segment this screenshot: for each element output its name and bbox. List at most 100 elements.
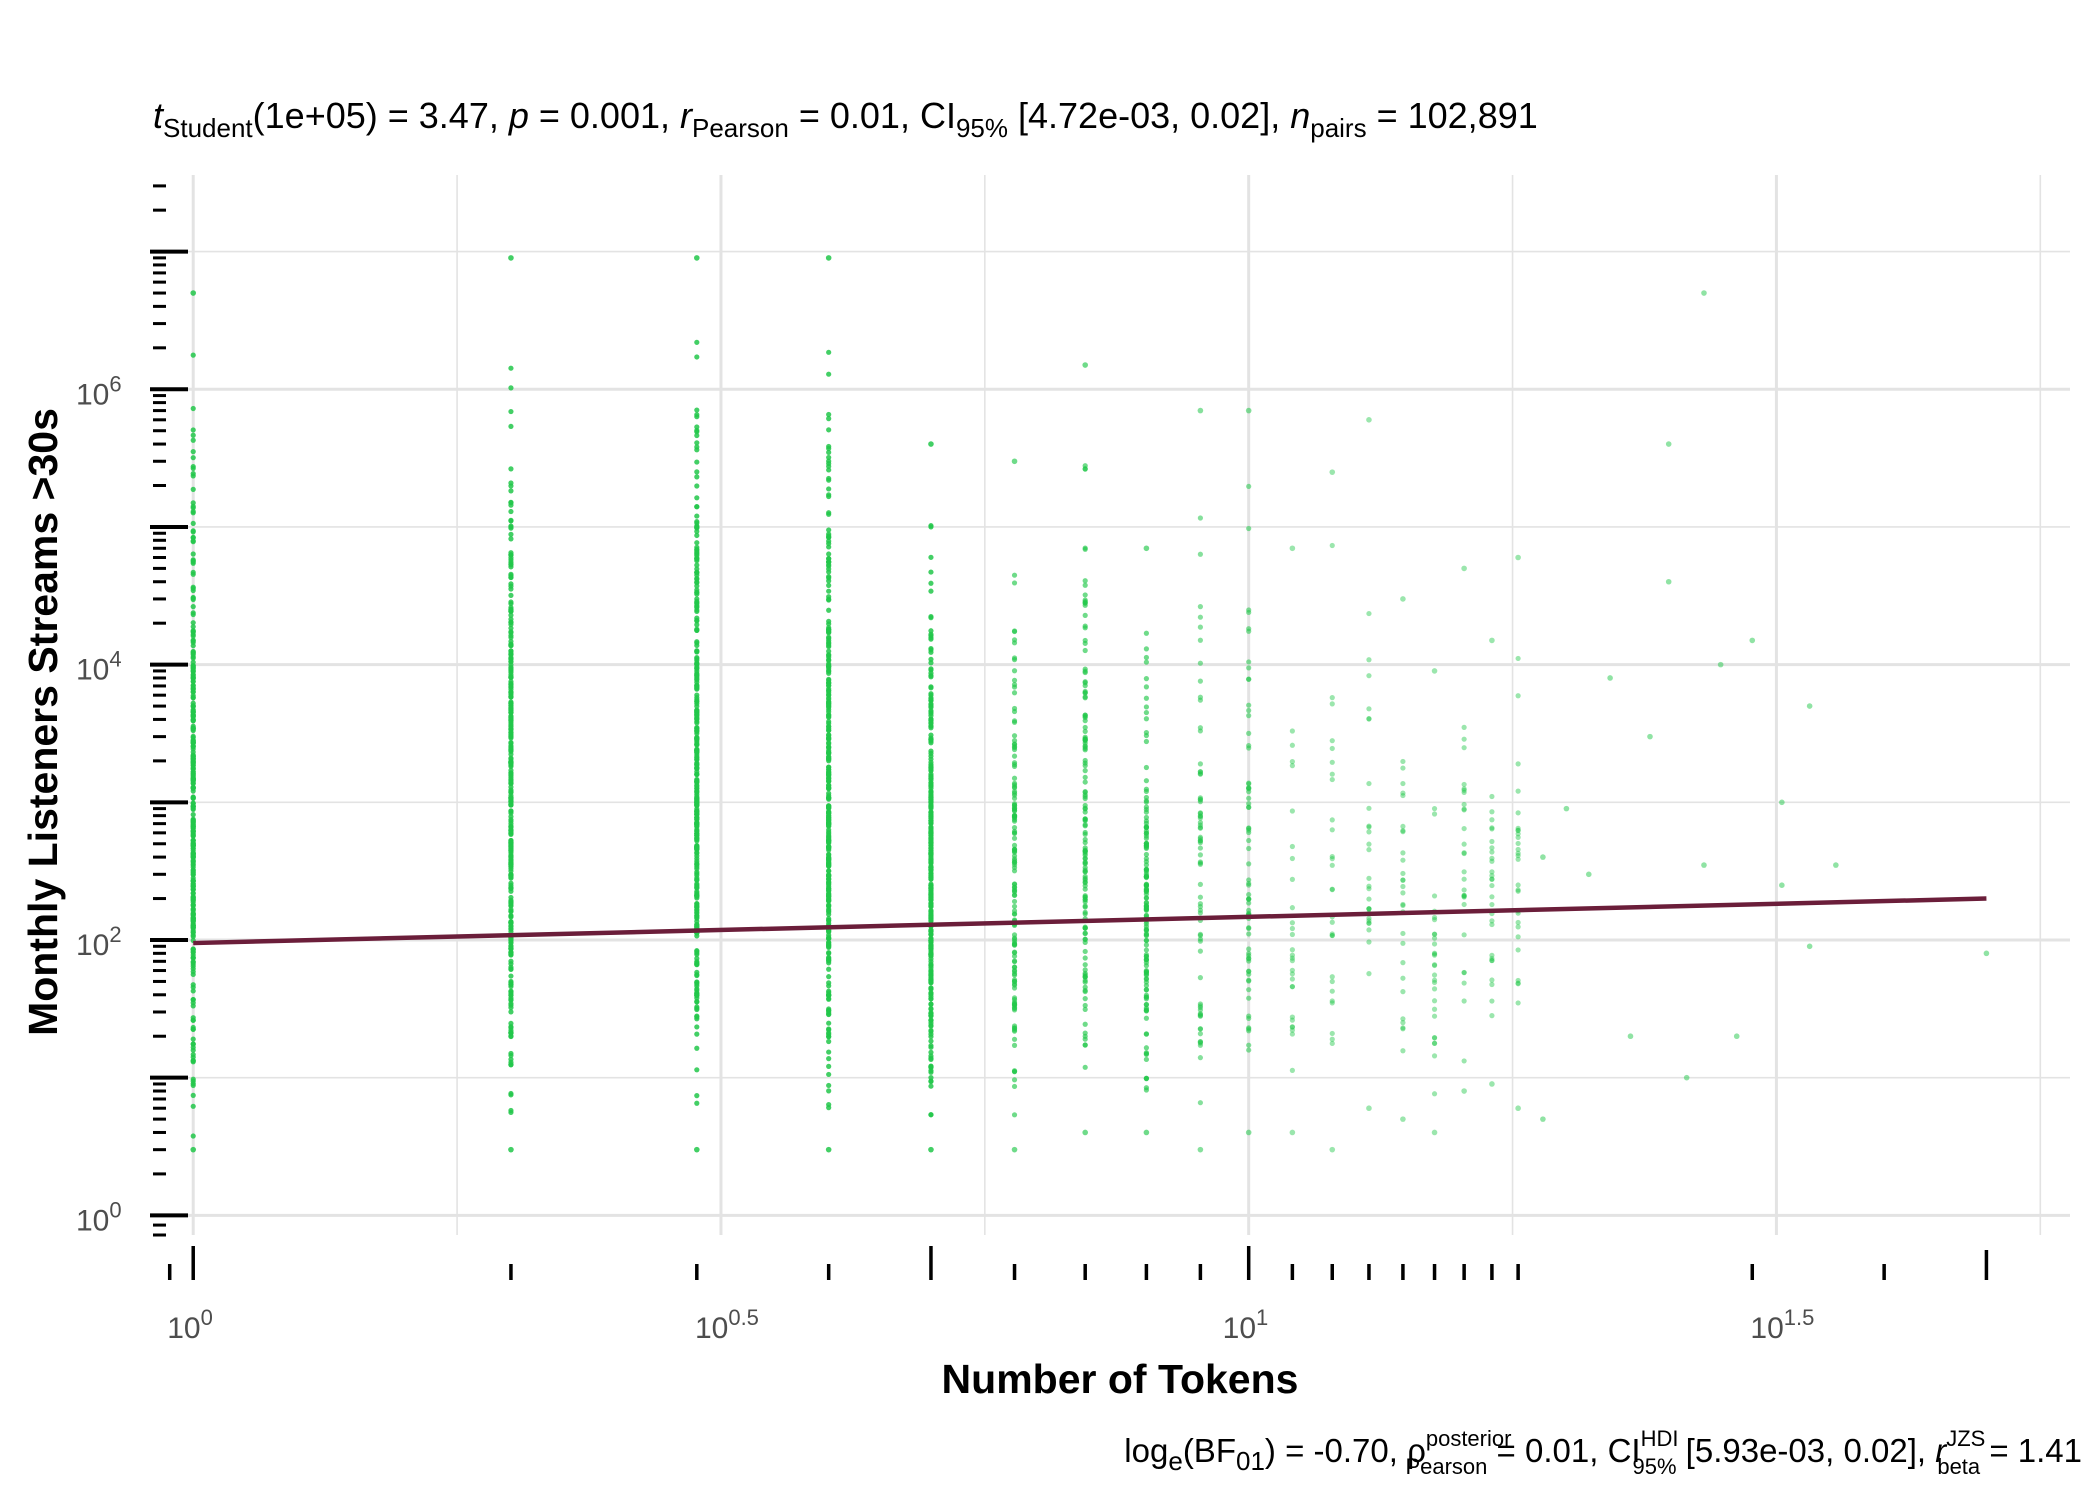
data-point xyxy=(1011,977,1018,983)
data-point xyxy=(1143,947,1150,953)
data-point xyxy=(1011,859,1018,865)
data-point xyxy=(1197,515,1203,521)
data-point xyxy=(928,1146,934,1153)
data-point xyxy=(1197,822,1203,828)
data-point xyxy=(190,737,196,744)
x-tick-label: 101 xyxy=(1223,1305,1269,1345)
data-point xyxy=(1246,743,1252,749)
data-point xyxy=(826,740,832,746)
data-point xyxy=(508,654,514,661)
data-point xyxy=(1515,810,1521,816)
data-point xyxy=(1082,886,1088,892)
data-point xyxy=(1082,984,1088,990)
data-point xyxy=(928,685,934,691)
data-point xyxy=(1431,972,1438,978)
data-point xyxy=(928,859,934,865)
data-point xyxy=(508,689,514,695)
data-point xyxy=(928,974,934,980)
data-point xyxy=(1366,417,1372,423)
data-point xyxy=(1515,846,1521,853)
data-point xyxy=(190,780,196,787)
data-point xyxy=(694,881,700,887)
data-point xyxy=(928,890,934,896)
data-point xyxy=(928,780,934,786)
data-point xyxy=(1143,1051,1150,1057)
data-point xyxy=(1143,764,1150,771)
data-point xyxy=(508,745,514,751)
data-point xyxy=(928,796,934,802)
data-point xyxy=(694,734,700,740)
data-point xyxy=(1489,872,1495,879)
data-point xyxy=(1246,626,1252,632)
data-point xyxy=(1289,1017,1295,1023)
data-point xyxy=(1246,1047,1252,1053)
data-point xyxy=(1246,995,1252,1001)
data-point xyxy=(1246,785,1252,791)
regression-line-layer xyxy=(193,896,1987,946)
data-point xyxy=(190,971,196,978)
data-point xyxy=(1515,977,1521,984)
data-point xyxy=(1011,995,1018,1001)
data-point xyxy=(694,602,700,608)
data-point xyxy=(1717,661,1724,668)
data-point xyxy=(1683,1074,1690,1081)
data-point xyxy=(1489,977,1495,983)
data-point xyxy=(826,724,832,730)
data-point xyxy=(1806,703,1813,709)
data-point xyxy=(1082,925,1088,931)
data-point xyxy=(1143,1015,1150,1021)
data-point xyxy=(1011,887,1018,893)
data-point xyxy=(1082,962,1088,968)
data-point xyxy=(508,616,514,622)
data-point xyxy=(190,695,196,701)
data-point xyxy=(1489,901,1495,908)
data-point xyxy=(928,1049,934,1055)
data-point xyxy=(1461,1088,1467,1094)
data-point xyxy=(1011,572,1018,578)
data-point xyxy=(1082,545,1088,551)
data-point xyxy=(928,580,934,586)
data-point xyxy=(1011,950,1018,956)
data-point xyxy=(1289,1014,1295,1020)
data-point xyxy=(508,914,514,920)
data-point xyxy=(1289,983,1295,990)
data-point xyxy=(1143,1056,1150,1063)
data-point xyxy=(694,720,700,726)
data-point xyxy=(1011,795,1018,801)
data-point xyxy=(928,740,934,746)
data-point xyxy=(1289,843,1295,850)
data-point xyxy=(928,775,934,781)
data-point xyxy=(1431,1053,1438,1059)
data-point xyxy=(1197,604,1203,610)
data-point xyxy=(1461,894,1467,900)
data-point xyxy=(508,662,514,668)
data-point xyxy=(694,627,700,633)
data-point xyxy=(508,813,514,820)
data-point xyxy=(694,998,700,1005)
data-point xyxy=(694,639,700,645)
data-point xyxy=(1246,713,1252,719)
data-point xyxy=(1082,1006,1088,1013)
data-point xyxy=(508,908,514,915)
data-point xyxy=(508,714,514,721)
y-tick-label: 102 xyxy=(76,922,122,962)
data-point xyxy=(928,523,934,529)
data-point xyxy=(1197,725,1203,731)
data-point xyxy=(1489,882,1495,889)
data-point xyxy=(190,473,196,479)
data-point xyxy=(928,732,934,738)
data-point xyxy=(1143,659,1150,665)
data-point xyxy=(1366,883,1372,889)
data-point xyxy=(826,1038,832,1045)
data-point xyxy=(826,607,832,613)
data-point xyxy=(1461,893,1467,899)
data-point xyxy=(1489,793,1495,800)
data-point xyxy=(928,980,934,986)
data-point xyxy=(1366,805,1372,811)
data-point xyxy=(694,1005,700,1011)
data-point xyxy=(1082,1021,1088,1027)
data-point xyxy=(1143,994,1150,1000)
data-point xyxy=(1011,753,1018,759)
data-point xyxy=(826,449,832,455)
data-point xyxy=(1515,761,1521,767)
